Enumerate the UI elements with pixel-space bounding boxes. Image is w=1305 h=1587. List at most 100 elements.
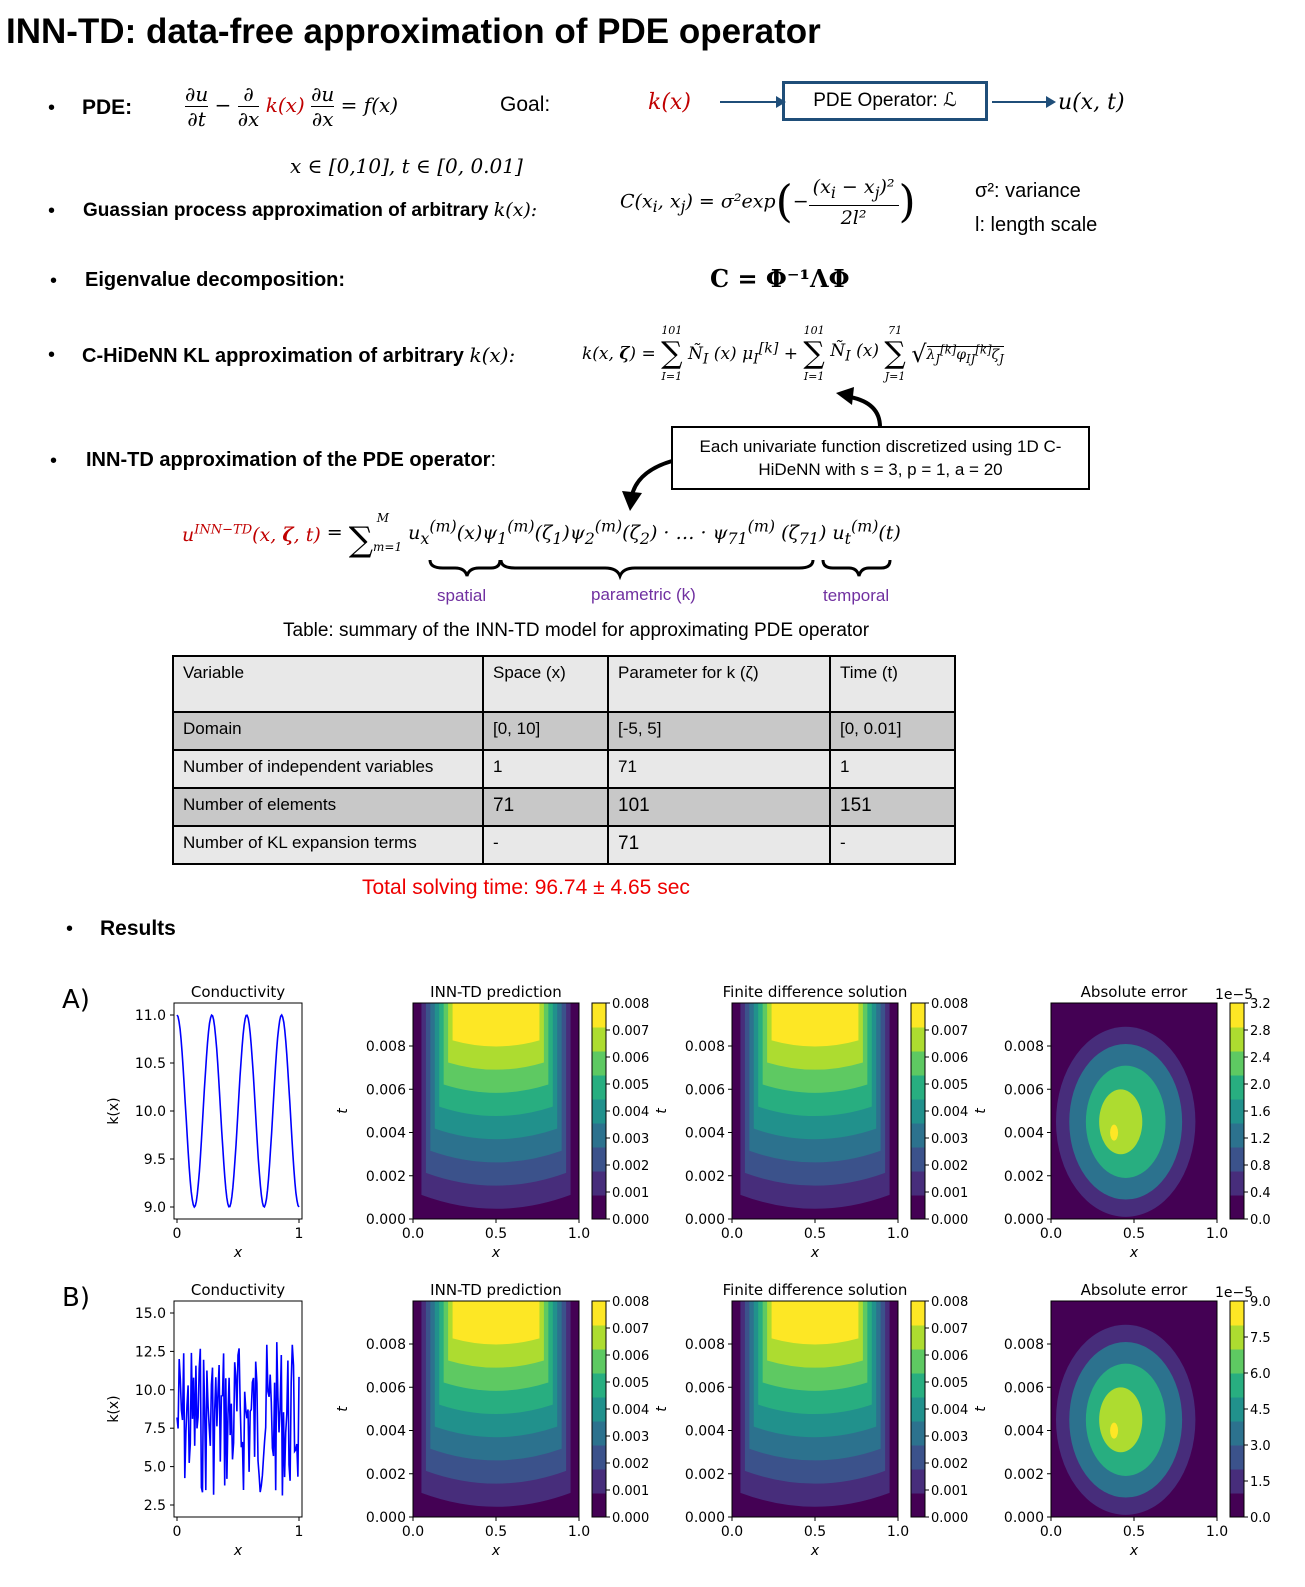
colorbar-segment (911, 1075, 925, 1100)
colorbar-segment (911, 1325, 925, 1350)
colorbar-segment (592, 1171, 606, 1196)
colorbar-tick-label: 1.5 (1250, 1475, 1271, 1490)
plot-title: Absolute error (1081, 983, 1188, 1001)
colorbar-tick-label: 0.4 (1250, 1186, 1271, 1201)
colorbar-tick-label: 2.4 (1250, 1051, 1271, 1066)
contour-band (771, 1003, 859, 1047)
x-tick-label: 1.0 (568, 1524, 590, 1540)
colorbar-tick-label: 0.8 (1250, 1159, 1271, 1174)
colorbar-segment (911, 1171, 925, 1196)
colorbar-segment (592, 1003, 606, 1028)
y-tick-label: 0.008 (1004, 1039, 1044, 1055)
y-tick-label: 0.006 (366, 1380, 406, 1396)
row-tag: A) (62, 985, 90, 1015)
colorbar-segment (592, 1445, 606, 1470)
colorbar-segment (592, 1469, 606, 1494)
pde-label: PDE: (82, 96, 133, 119)
colorbar-tick-label: 0.008 (612, 1295, 649, 1310)
x-tick-label: 0.5 (485, 1226, 507, 1242)
y-tick-label: 0.002 (1004, 1467, 1044, 1483)
y-tick-label: 9.0 (144, 1200, 166, 1216)
table-header-cell: Parameter for k (ζ) (607, 655, 831, 713)
colorbar-tick-label: 0.000 (612, 1213, 649, 1228)
x-tick-label: 0.5 (1123, 1524, 1145, 1540)
colorbar-segment (911, 1397, 925, 1422)
conductivity-line (176, 1013, 300, 1209)
x-axis-label: x (491, 1543, 501, 1559)
colorbar-segment (592, 1075, 606, 1100)
x-axis-label: x (1129, 1543, 1139, 1559)
colorbar-tick-label: 0.003 (612, 1430, 649, 1445)
table-cell: [0, 10] (482, 711, 609, 751)
colorbar-tick-label: 2.8 (1250, 1024, 1271, 1039)
gp-variance-note: σ²: variance (975, 180, 1081, 202)
colorbar-tick-label: 0.004 (612, 1403, 649, 1418)
colorbar-tick-label: 0.001 (931, 1484, 968, 1499)
x-tick-label: 1.0 (887, 1226, 909, 1242)
callout-arrows (622, 387, 882, 511)
bullet: • (48, 200, 56, 222)
contour-band (1110, 1422, 1119, 1439)
colorbar-segment (911, 1099, 925, 1124)
colorbar-tick-label: 4.5 (1250, 1403, 1271, 1418)
underbraces (428, 559, 892, 581)
colorbar-segment (1230, 1099, 1244, 1124)
contour-band (452, 1003, 540, 1047)
contour-band (1099, 1387, 1143, 1453)
y-tick-label: 0.004 (685, 1424, 725, 1440)
x-tick-label: 0.0 (402, 1524, 424, 1540)
colorbar-segment (911, 1123, 925, 1148)
table-cell: - (829, 825, 956, 865)
y-axis-label: t (335, 1406, 351, 1412)
colorbar-tick-label: 0.000 (931, 1511, 968, 1526)
table-row: Number of independent variables 1 71 1 (172, 749, 956, 789)
contour-band (771, 1301, 859, 1345)
x-axis-label: x (233, 1245, 243, 1261)
colorbar-segment (911, 1147, 925, 1172)
table-header-cell: Time (t) (829, 655, 956, 713)
colorbar-segment (1230, 1325, 1244, 1350)
table-cell: Number of independent variables (172, 749, 484, 789)
table-row: Domain [0, 10] [-5, 5] [0, 0.01] (172, 711, 956, 751)
colorbar-segment (911, 1349, 925, 1374)
x-tick-label: 0.5 (804, 1226, 826, 1242)
table-cell: - (482, 825, 609, 865)
goal-input: k(x) (648, 90, 691, 115)
colorbar-scale: 1e−5 (1215, 1285, 1253, 1301)
y-tick-label: 2.5 (144, 1498, 166, 1514)
contour-band (1099, 1089, 1143, 1155)
gp-label: Guassian process approximation of arbitr… (83, 199, 538, 221)
table-header-cell: Space (x) (482, 655, 609, 713)
total-solving-time: Total solving time: 96.74 ± 4.65 sec (362, 876, 690, 899)
y-axis-label: k(x) (106, 1097, 122, 1124)
plot-title: Finite difference solution (723, 983, 908, 1001)
goal-label: Goal: (500, 93, 551, 116)
colorbar-tick-label: 0.001 (931, 1186, 968, 1201)
colorbar-segment (592, 1147, 606, 1172)
colorbar-tick-label: 0.007 (931, 1024, 968, 1039)
colorbar-segment (592, 1027, 606, 1052)
table-cell: [-5, 5] (607, 711, 831, 751)
colorbar-segment (1230, 1171, 1244, 1196)
y-tick-label: 0.000 (685, 1510, 725, 1526)
table-cell: Number of KL expansion terms (172, 825, 484, 865)
colorbar-tick-label: 1.2 (1250, 1132, 1271, 1147)
colorbar-tick-label: 9.0 (1250, 1295, 1271, 1310)
colorbar-segment (1230, 1301, 1244, 1326)
brace-spatial: spatial (437, 586, 487, 605)
colorbar-segment (911, 1195, 925, 1220)
y-axis-label: t (973, 1108, 989, 1114)
x-tick-label: 0.0 (1040, 1226, 1062, 1242)
colorbar-segment (911, 1469, 925, 1494)
y-tick-label: 9.5 (144, 1152, 166, 1168)
colorbar-tick-label: 0.006 (931, 1349, 968, 1364)
table-row: Number of elements 71 101 151 (172, 787, 956, 827)
colorbar-tick-label: 0.0 (1250, 1511, 1271, 1526)
x-tick-label: 1.0 (1206, 1524, 1228, 1540)
pde-equation: ∂u ∂t − ∂ ∂x k(x) ∂u ∂x = f(x) (185, 82, 399, 131)
y-tick-label: 0.008 (1004, 1337, 1044, 1353)
y-tick-label: 11.0 (135, 1008, 166, 1024)
plot-title: INN-TD prediction (430, 1281, 562, 1299)
y-tick-label: 0.006 (685, 1082, 725, 1098)
